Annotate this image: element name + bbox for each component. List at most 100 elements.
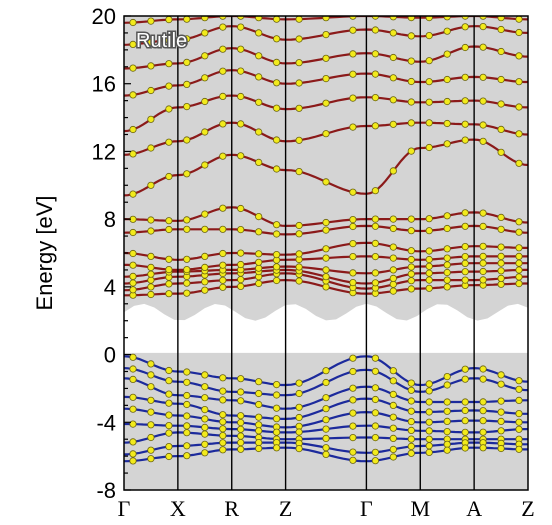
computed-point (201, 161, 209, 169)
computed-point (322, 273, 330, 281)
computed-point (129, 272, 137, 280)
computed-point (165, 429, 173, 437)
computed-point (349, 384, 357, 392)
computed-point (129, 190, 137, 198)
computed-point (255, 264, 263, 272)
computed-point (201, 278, 209, 286)
computed-point (389, 16, 397, 21)
computed-point (479, 222, 487, 230)
computed-point (389, 287, 397, 295)
computed-point (237, 397, 245, 405)
computed-point (349, 216, 357, 224)
computed-point (237, 226, 245, 234)
computed-point (497, 252, 505, 260)
computed-point (183, 400, 191, 409)
computed-point (407, 16, 415, 22)
computed-point (295, 59, 303, 67)
computed-point (147, 144, 155, 152)
computed-point (255, 73, 263, 81)
computed-point (201, 371, 209, 379)
computed-point (255, 279, 263, 288)
computed-point (371, 122, 379, 130)
computed-point (349, 123, 357, 131)
kpoint-label: Γ (360, 496, 373, 521)
computed-point (407, 435, 415, 443)
computed-point (295, 389, 303, 398)
computed-point (165, 290, 173, 298)
computed-point (237, 45, 245, 53)
computed-point (425, 418, 433, 426)
computed-point (407, 407, 415, 415)
computed-point (201, 225, 209, 233)
computed-point (147, 227, 155, 235)
computed-point (497, 100, 505, 108)
computed-point (497, 47, 505, 56)
y-tick-label: 16 (92, 72, 116, 97)
computed-point (461, 375, 469, 383)
computed-point (461, 406, 469, 415)
computed-point (219, 283, 227, 291)
computed-point (237, 412, 245, 420)
computed-point (295, 403, 303, 411)
computed-point (371, 384, 379, 392)
computed-point (272, 58, 281, 67)
computed-point (479, 73, 487, 81)
computed-point (219, 411, 227, 419)
computed-point (129, 286, 137, 294)
computed-point (389, 377, 397, 385)
computed-point (219, 387, 227, 395)
computed-point (165, 82, 173, 90)
computed-point (497, 380, 505, 388)
computed-point (407, 263, 415, 271)
computed-point (443, 268, 451, 277)
computed-point (219, 225, 227, 233)
computed-point (515, 396, 523, 404)
computed-point (201, 29, 209, 37)
computed-points (129, 16, 523, 465)
computed-point (389, 367, 397, 375)
computed-point (349, 448, 357, 456)
computed-point (407, 77, 415, 86)
computed-point (219, 431, 227, 440)
computed-point (371, 94, 379, 102)
computed-point (272, 251, 281, 259)
computed-point (272, 35, 281, 43)
computed-point (443, 276, 451, 284)
computed-point (201, 383, 209, 391)
computed-point (201, 16, 209, 22)
computed-point (479, 209, 487, 217)
computed-point (165, 265, 173, 274)
computed-point (183, 289, 191, 297)
computed-point (461, 209, 469, 217)
y-tick-label: 0 (104, 343, 116, 368)
computed-point (165, 36, 173, 44)
computed-point (443, 254, 451, 262)
computed-point (255, 438, 263, 447)
computed-point (389, 215, 397, 223)
computed-point (147, 216, 155, 224)
computed-point (389, 96, 397, 104)
computed-point (129, 375, 137, 383)
computed-point (443, 140, 451, 148)
computed-point (425, 269, 433, 277)
computed-point (371, 409, 379, 417)
computed-point (443, 381, 451, 389)
computed-point (237, 282, 245, 290)
computed-point (129, 353, 137, 361)
computed-point (147, 270, 155, 278)
computed-point (165, 138, 173, 146)
computed-point (389, 254, 397, 262)
computed-point (443, 75, 451, 84)
computed-point (371, 269, 379, 277)
computed-point (461, 136, 469, 144)
computed-point (147, 455, 155, 463)
computed-point (272, 404, 281, 412)
computed-point (371, 354, 379, 362)
computed-point (371, 433, 379, 442)
computed-point (407, 119, 415, 127)
computed-point (443, 283, 451, 291)
computed-point (349, 253, 357, 261)
computed-point (165, 399, 173, 407)
computed-point (237, 120, 245, 128)
computed-point (407, 442, 415, 450)
